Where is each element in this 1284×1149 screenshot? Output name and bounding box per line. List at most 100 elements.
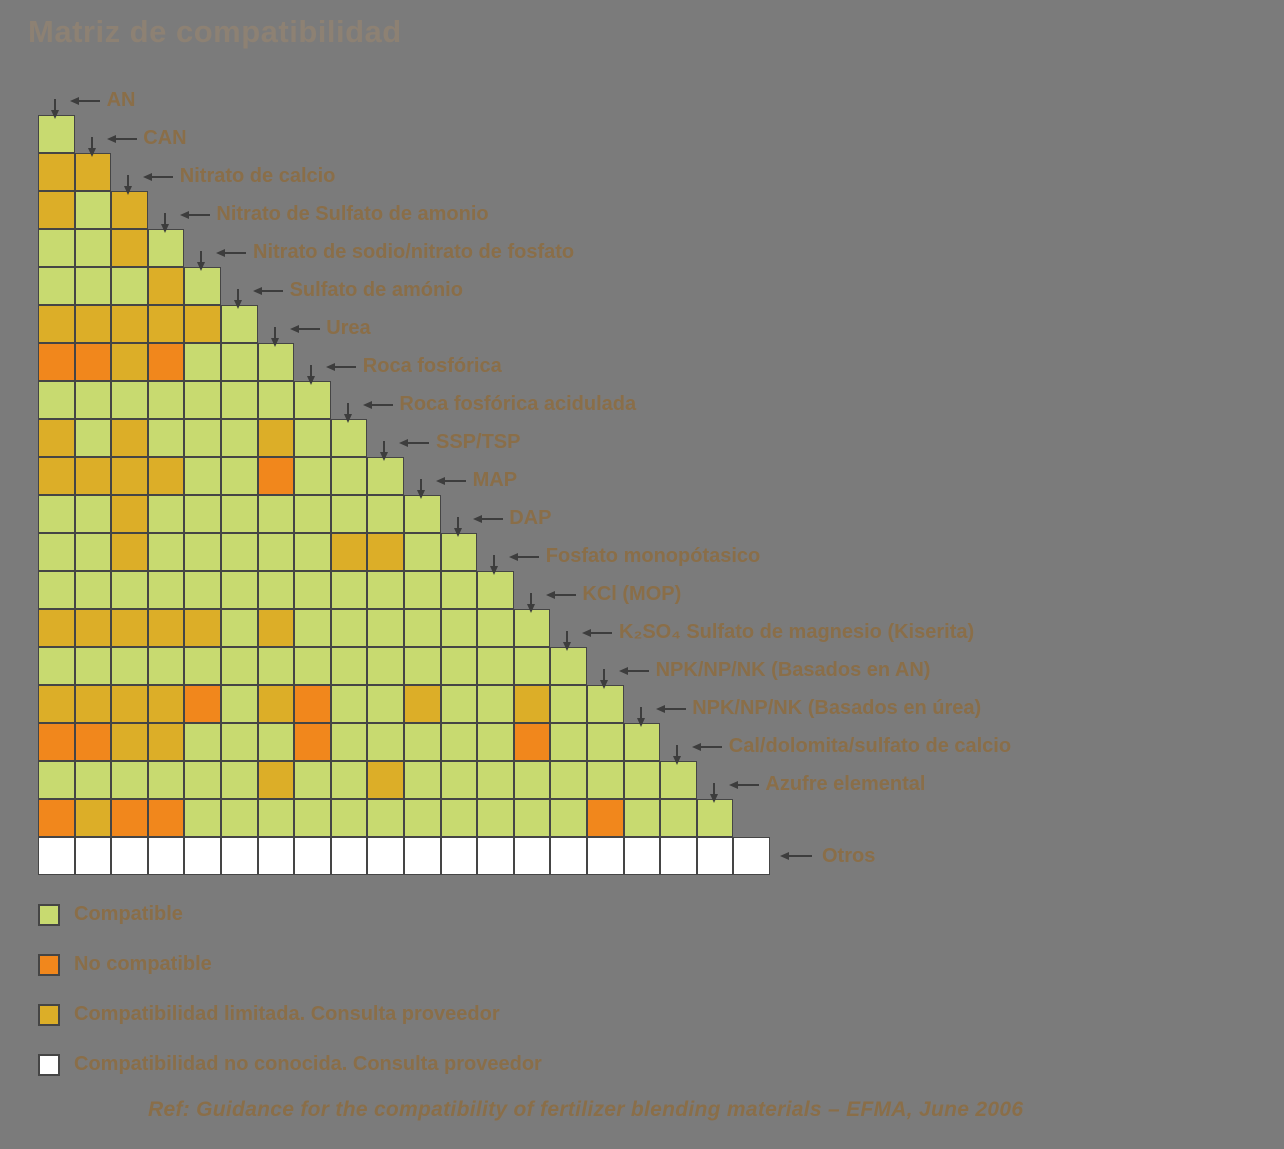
matrix-cell <box>38 419 75 457</box>
matrix-cell <box>550 723 587 761</box>
matrix-cell <box>660 761 697 799</box>
matrix-cell <box>294 647 331 685</box>
matrix-cell <box>294 457 331 495</box>
matrix-cell <box>38 799 75 837</box>
label-arrow-icon <box>526 591 576 613</box>
legend-swatch-g <box>38 903 60 926</box>
matrix-cell <box>477 723 514 761</box>
matrix-cell <box>404 571 441 609</box>
matrix-cell <box>257 609 295 647</box>
matrix-cell <box>147 381 185 419</box>
material-label: KCl (MOP) <box>582 583 682 605</box>
label-arrow-icon <box>197 249 247 271</box>
matrix-cell <box>74 647 112 685</box>
matrix-cell <box>111 495 148 533</box>
matrix-cell <box>184 571 221 609</box>
material-label: NPK/NP/NK (Basados en úrea) <box>692 697 982 719</box>
label-arrow-icon <box>490 553 540 575</box>
matrix-cell <box>330 533 368 571</box>
matrix-cell <box>440 723 478 761</box>
matrix-cell <box>147 343 185 381</box>
matrix-cell <box>111 381 148 419</box>
matrix-cell <box>184 457 221 495</box>
legend-label: Compatibilidad limitada. Consulta provee… <box>74 1003 500 1025</box>
matrix-cell <box>513 761 551 799</box>
material-label: CAN <box>143 127 187 149</box>
matrix-cell <box>74 495 112 533</box>
matrix-cell <box>623 837 661 875</box>
matrix-cell <box>440 647 478 685</box>
matrix-cell <box>221 761 258 799</box>
matrix-cell <box>221 533 258 571</box>
label-arrow-icon <box>270 325 320 347</box>
matrix-cell <box>38 647 75 685</box>
matrix-cell <box>257 381 295 419</box>
matrix-cell <box>294 419 331 457</box>
matrix-cell <box>184 495 221 533</box>
matrix-cell <box>38 533 75 571</box>
matrix-cell <box>367 837 404 875</box>
material-label: Roca fosfórica acidulada <box>399 393 637 415</box>
matrix-cell <box>257 837 295 875</box>
matrix-cell <box>74 761 112 799</box>
matrix-cell <box>330 761 368 799</box>
matrix-cell <box>294 495 331 533</box>
matrix-cell <box>147 837 185 875</box>
matrix-cell <box>367 761 404 799</box>
matrix-cell <box>330 495 368 533</box>
legend-item: Compatibilidad no conocida. Consulta pro… <box>38 1053 542 1076</box>
matrix-cell <box>147 229 185 267</box>
matrix-cell <box>38 837 75 875</box>
matrix-cell <box>184 609 221 647</box>
matrix-cell <box>221 837 258 875</box>
matrix-cell <box>74 419 112 457</box>
label-arrow-icon <box>600 667 649 689</box>
matrix-cell <box>550 685 587 723</box>
material-label: Urea <box>326 317 371 339</box>
matrix-cell <box>111 609 148 647</box>
matrix-cell <box>221 457 258 495</box>
matrix-cell <box>477 761 514 799</box>
matrix-cell <box>733 837 770 875</box>
matrix-cell <box>38 761 75 799</box>
matrix-cell <box>74 457 112 495</box>
matrix-cell <box>38 305 75 343</box>
matrix-cell <box>330 685 368 723</box>
label-arrow-icon <box>124 173 174 195</box>
matrix-cell <box>257 685 295 723</box>
matrix-cell <box>184 685 221 723</box>
matrix-cell <box>330 609 368 647</box>
matrix-cell <box>111 457 148 495</box>
matrix-cell <box>184 647 221 685</box>
matrix-cell <box>74 685 112 723</box>
material-label: K₂SO₄ Sulfato de magnesio (Kiserita) <box>619 621 975 643</box>
matrix-cell <box>330 457 368 495</box>
label-arrow-icon <box>343 401 393 423</box>
matrix-cell <box>257 457 295 495</box>
matrix-cell <box>440 571 478 609</box>
matrix-cell <box>477 837 514 875</box>
matrix-cell <box>587 799 624 837</box>
matrix-cell <box>367 533 404 571</box>
material-label: Sulfato de amónio <box>289 279 463 301</box>
legend-item: Compatibilidad limitada. Consulta provee… <box>38 1003 500 1026</box>
matrix-cell <box>257 533 295 571</box>
matrix-cell <box>184 305 221 343</box>
matrix-cell <box>257 571 295 609</box>
matrix-cell <box>587 837 624 875</box>
matrix-cell <box>221 419 258 457</box>
matrix-cell <box>294 761 331 799</box>
matrix-cell <box>294 723 331 761</box>
material-label: MAP <box>472 469 518 491</box>
label-arrow-icon <box>87 135 137 157</box>
matrix-cell <box>367 723 404 761</box>
matrix-cell <box>623 723 661 761</box>
matrix-cell <box>367 571 404 609</box>
material-label: SSP/TSP <box>436 431 521 453</box>
matrix-cell <box>147 685 185 723</box>
matrix-cell <box>330 723 368 761</box>
matrix-cell <box>660 799 697 837</box>
matrix-cell <box>404 609 441 647</box>
matrix-cell <box>147 761 185 799</box>
matrix-cell <box>147 533 185 571</box>
